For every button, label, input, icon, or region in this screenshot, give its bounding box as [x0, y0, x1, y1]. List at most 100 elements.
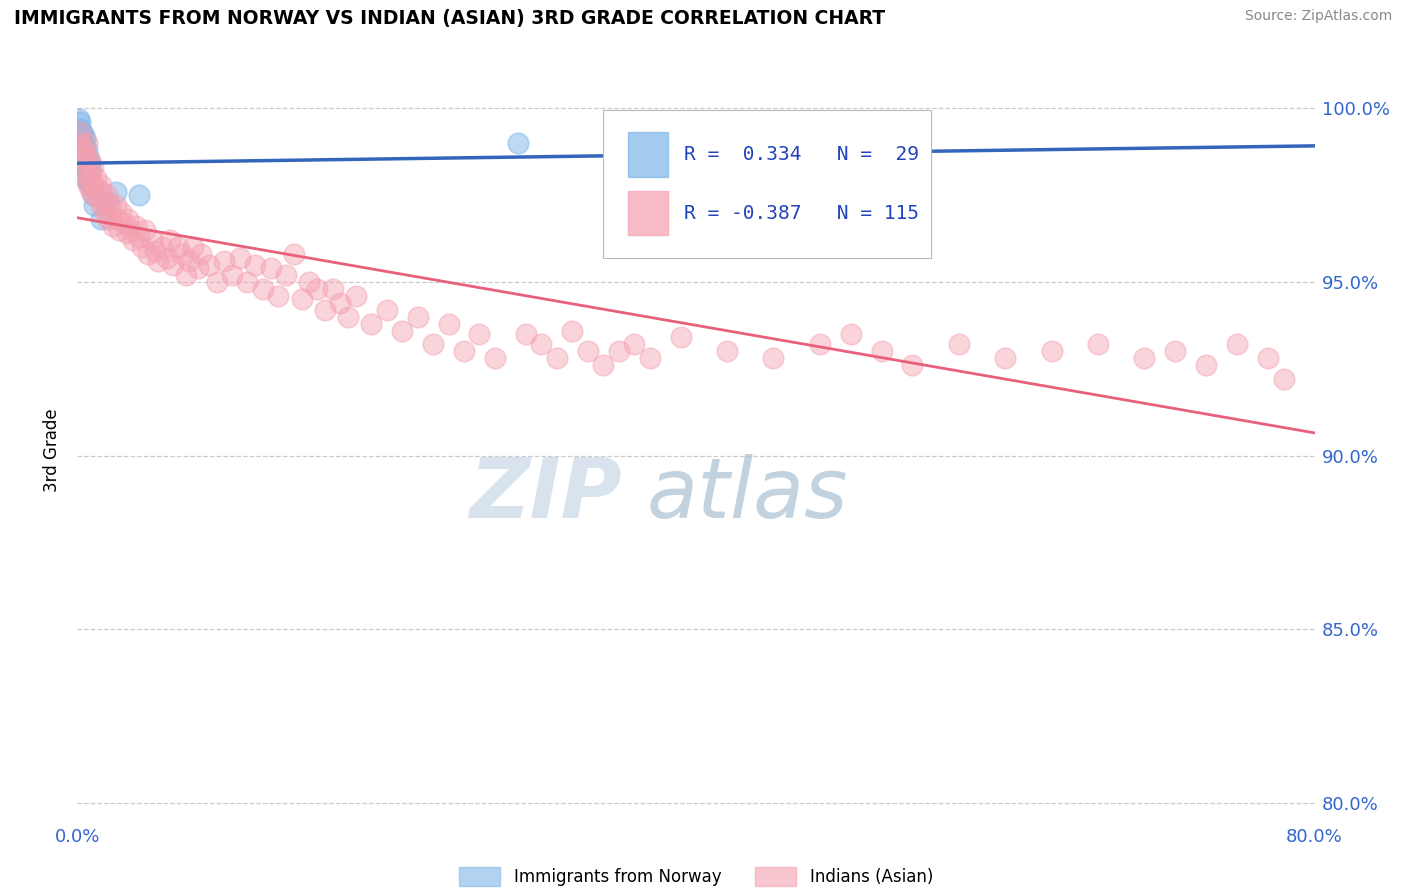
Point: [561, 324, 583, 338]
Point: [72, 157, 94, 171]
Point: [530, 337, 553, 351]
Point: [131, 240, 153, 254]
Legend: Immigrants from Norway, Indians (Asian): Immigrants from Norway, Indians (Asian): [458, 867, 934, 887]
Point: [1040, 344, 1063, 359]
Point: [337, 310, 360, 324]
Point: [1226, 337, 1249, 351]
Point: [79, 157, 101, 171]
Point: [152, 240, 174, 254]
Point: [1133, 351, 1156, 366]
Point: [187, 260, 209, 275]
Point: [138, 247, 160, 261]
Point: [128, 229, 150, 244]
Point: [75, 170, 96, 185]
Point: [80, 185, 103, 199]
Point: [156, 251, 179, 265]
Point: [167, 240, 190, 254]
Point: [69, 122, 91, 136]
Point: [515, 326, 537, 341]
Point: [484, 351, 506, 366]
Point: [422, 337, 444, 351]
Point: [260, 260, 283, 275]
Point: [90, 212, 112, 227]
Text: R = -0.387   N = 115: R = -0.387 N = 115: [683, 203, 918, 223]
Point: [77, 170, 100, 185]
Point: [72, 143, 94, 157]
Point: [70, 139, 93, 153]
Point: [75, 146, 96, 161]
Point: [75, 160, 96, 174]
Point: [162, 258, 184, 272]
Point: [75, 132, 96, 146]
Point: [172, 247, 194, 261]
Text: atlas: atlas: [647, 454, 848, 535]
Point: [870, 344, 893, 359]
Point: [638, 351, 661, 366]
Point: [236, 275, 259, 289]
Point: [125, 219, 148, 234]
Point: [70, 125, 93, 139]
Text: ZIP: ZIP: [470, 454, 621, 535]
Point: [77, 174, 100, 188]
Point: [70, 143, 93, 157]
Point: [298, 275, 321, 289]
Point: [808, 337, 831, 351]
Point: [839, 326, 862, 341]
Point: [87, 191, 110, 205]
Point: [134, 223, 156, 237]
Point: [283, 247, 305, 261]
Point: [72, 157, 94, 171]
Point: [110, 205, 132, 219]
Point: [762, 351, 785, 366]
Point: [205, 275, 228, 289]
Point: [174, 268, 197, 282]
Point: [468, 326, 491, 341]
Point: [314, 302, 336, 317]
FancyBboxPatch shape: [603, 110, 931, 258]
Point: [177, 254, 200, 268]
Point: [329, 295, 352, 310]
Point: [375, 302, 398, 317]
FancyBboxPatch shape: [628, 191, 668, 235]
Point: [607, 344, 630, 359]
Point: [360, 317, 382, 331]
Point: [453, 344, 475, 359]
Point: [76, 153, 98, 168]
Point: [344, 289, 367, 303]
Point: [322, 282, 344, 296]
Text: IMMIGRANTS FROM NORWAY VS INDIAN (ASIAN) 3RD GRADE CORRELATION CHART: IMMIGRANTS FROM NORWAY VS INDIAN (ASIAN)…: [14, 9, 886, 28]
Point: [72, 150, 94, 164]
Point: [101, 219, 124, 234]
Point: [79, 178, 101, 192]
Point: [75, 163, 96, 178]
Point: [252, 282, 274, 296]
Point: [79, 167, 101, 181]
Point: [592, 359, 614, 373]
Point: [105, 185, 128, 199]
Point: [77, 178, 100, 192]
Point: [198, 258, 221, 272]
Point: [100, 209, 122, 223]
Point: [108, 223, 131, 237]
Point: [141, 233, 163, 247]
Y-axis label: 3rd Grade: 3rd Grade: [44, 409, 62, 492]
Point: [97, 212, 120, 227]
Point: [76, 153, 98, 168]
Point: [115, 226, 138, 240]
Point: [69, 125, 91, 139]
Point: [276, 268, 298, 282]
Point: [76, 163, 98, 178]
Point: [190, 247, 212, 261]
Point: [72, 128, 94, 143]
Point: [122, 233, 145, 247]
Point: [77, 150, 100, 164]
Point: [159, 233, 181, 247]
Point: [97, 194, 120, 209]
Point: [94, 205, 117, 219]
Point: [623, 337, 645, 351]
Point: [82, 160, 104, 174]
Point: [83, 188, 105, 202]
Point: [1087, 337, 1109, 351]
Point: [948, 337, 970, 351]
Point: [437, 317, 460, 331]
